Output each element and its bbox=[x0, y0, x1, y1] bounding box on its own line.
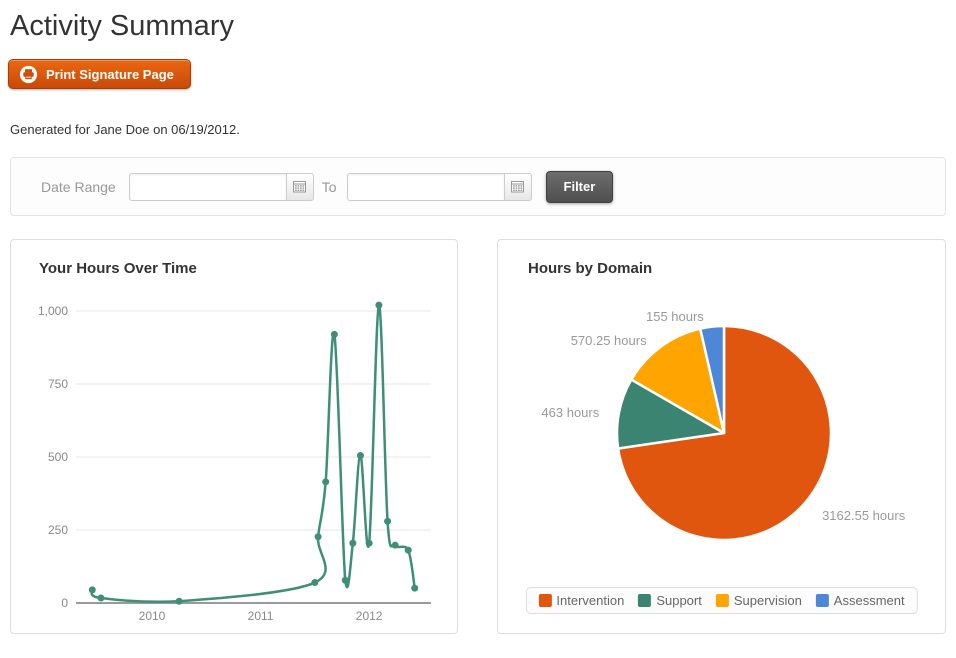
date-from-group bbox=[128, 172, 314, 201]
hours-by-domain-chart: 3162.55 hours 463 hours 570.25 hours 155 ho… bbox=[541, 309, 906, 542]
generated-note: Generated for Jane Doe on 06/19/2012. bbox=[10, 122, 240, 137]
activity-summary-page: Activity Summary Print Signature Page Ge… bbox=[0, 8, 956, 634]
calendar-icon bbox=[511, 181, 525, 193]
y-tick-label: 250 bbox=[48, 523, 68, 537]
pie-slice-supervision[interactable] bbox=[630, 327, 726, 435]
pie-value-label: 155 hours bbox=[646, 309, 704, 324]
filter-button[interactable]: Filter bbox=[545, 170, 614, 203]
legend-swatch bbox=[715, 594, 729, 607]
to-label: To bbox=[321, 178, 337, 195]
pie-chart-title: Hours by Domain bbox=[528, 260, 653, 277]
hours-over-time-chart: 0 250 500 750 1,000 2010 2011 2012 bbox=[38, 301, 431, 623]
line-chart-title: Your Hours Over Time bbox=[39, 260, 197, 277]
y-tick-label: 500 bbox=[48, 450, 68, 464]
pie-value-label: 463 hours bbox=[541, 405, 599, 420]
date-to-calendar-button[interactable] bbox=[504, 172, 532, 201]
print-signature-page-button[interactable]: Print Signature Page bbox=[8, 59, 191, 89]
line-data-point[interactable] bbox=[356, 452, 364, 460]
date-range-label: Date Range bbox=[41, 178, 116, 195]
date-from-calendar-button[interactable] bbox=[286, 172, 314, 201]
line-data-point[interactable] bbox=[365, 539, 373, 547]
legend-label: Intervention bbox=[556, 593, 625, 608]
line-data-point[interactable] bbox=[322, 478, 330, 486]
legend-item-support[interactable]: Support bbox=[638, 593, 702, 608]
y-tick-label: 750 bbox=[48, 377, 68, 391]
pie-slice-support[interactable] bbox=[615, 378, 726, 450]
legend-label: Supervision bbox=[733, 593, 802, 608]
line-data-point[interactable] bbox=[175, 597, 183, 605]
legend-item-assessment[interactable]: Assessment bbox=[815, 593, 905, 608]
date-to-group bbox=[346, 172, 532, 201]
pie-slice-assessment[interactable] bbox=[698, 324, 726, 435]
line-data-point[interactable] bbox=[330, 330, 338, 338]
page-title: Activity Summary bbox=[10, 10, 234, 42]
x-tick-label: 2010 bbox=[139, 609, 166, 623]
hours-by-domain-panel: 3162.55 hours 463 hours 570.25 hours 155 ho… bbox=[497, 239, 946, 634]
x-tick-label: 2011 bbox=[248, 609, 274, 623]
legend-item-intervention[interactable]: Intervention bbox=[538, 593, 624, 608]
print-button-label: Print Signature Page bbox=[46, 66, 174, 82]
printer-icon bbox=[19, 65, 38, 84]
date-to-input[interactable] bbox=[346, 172, 505, 201]
filter-panel: Date Range To bbox=[10, 157, 946, 216]
line-data-point[interactable] bbox=[349, 539, 357, 547]
line-data-point[interactable] bbox=[391, 541, 399, 549]
legend-item-supervision[interactable]: Supervision bbox=[715, 593, 802, 608]
legend-swatch bbox=[538, 594, 552, 607]
line-data-point[interactable] bbox=[88, 586, 96, 594]
date-from-input[interactable] bbox=[128, 172, 287, 201]
y-tick-label: 1,000 bbox=[38, 304, 68, 318]
pie-legend: Intervention Support Supervision Assessment bbox=[525, 587, 918, 614]
line-data-point[interactable] bbox=[411, 584, 419, 592]
calendar-icon bbox=[293, 181, 307, 193]
line-data-point[interactable] bbox=[375, 301, 383, 309]
legend-swatch bbox=[638, 594, 652, 607]
line-data-point[interactable] bbox=[314, 533, 322, 541]
line-data-point[interactable] bbox=[97, 594, 105, 602]
x-tick-label: 2012 bbox=[356, 609, 383, 623]
charts-row: 0 250 500 750 1,000 2010 2011 2012 Your Hours O… bbox=[10, 239, 946, 634]
line-data-point[interactable] bbox=[341, 576, 349, 584]
pie-value-label: 570.25 hours bbox=[571, 333, 647, 348]
pie-value-label: 3162.55 hours bbox=[822, 508, 906, 523]
hours-line-series bbox=[90, 303, 416, 604]
legend-label: Support bbox=[656, 593, 702, 608]
line-data-point[interactable] bbox=[311, 579, 319, 587]
y-tick-label: 0 bbox=[61, 596, 68, 610]
hours-over-time-panel: 0 250 500 750 1,000 2010 2011 2012 Your Hours O… bbox=[10, 239, 458, 634]
legend-label: Assessment bbox=[833, 593, 905, 608]
line-data-point[interactable] bbox=[384, 517, 392, 525]
legend-swatch bbox=[815, 594, 829, 607]
line-data-point[interactable] bbox=[404, 546, 412, 554]
